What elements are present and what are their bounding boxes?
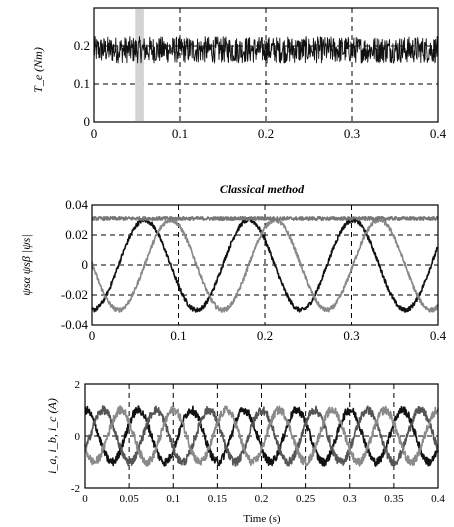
highlight-band bbox=[135, 9, 144, 121]
current-x-label: Time (s) bbox=[243, 513, 281, 525]
x-tick-label: 0.2 bbox=[255, 493, 269, 505]
y-tick-label: 0.04 bbox=[65, 197, 88, 212]
torque-series bbox=[93, 36, 439, 64]
flux-title: Classical method bbox=[220, 182, 305, 196]
x-tick-label: 0.35 bbox=[384, 493, 404, 505]
y-tick-label: 0.02 bbox=[65, 227, 88, 242]
y-tick-label: 0.2 bbox=[74, 38, 90, 53]
flux-x-ticks: 0 0.1 0.2 0.3 0.4 bbox=[89, 328, 447, 343]
current-y-ticks: 2 0 -2 bbox=[71, 379, 81, 495]
y-tick-label: 0 bbox=[75, 431, 81, 443]
x-tick-label: 0.1 bbox=[166, 493, 180, 505]
x-tick-label: 0.15 bbox=[208, 493, 228, 505]
y-tick-label: -0.02 bbox=[61, 287, 88, 302]
y-tick-label: 0.1 bbox=[74, 76, 90, 91]
x-tick-label: 0.25 bbox=[296, 493, 316, 505]
x-tick-label: 0.05 bbox=[120, 493, 140, 505]
current-panel: 0 0.05 0.1 0.15 0.2 0.25 0.3 0.35 0.4 20-2 i_a, … bbox=[45, 379, 445, 525]
x-tick-label: 0.1 bbox=[170, 328, 186, 343]
x-tick-label: 0.3 bbox=[343, 493, 357, 505]
flux-y-ticks: 0.04 0.02 0 -0.02 -0.04 bbox=[61, 197, 89, 332]
series-line bbox=[91, 215, 439, 222]
current-y-label: i_a, i_b, i_c (A) bbox=[45, 398, 59, 474]
torque-axes-frame bbox=[93, 7, 439, 123]
series-line bbox=[84, 405, 439, 467]
torque-y-label: T_e (Nm) bbox=[31, 47, 45, 93]
y-tick-label: -0.04 bbox=[61, 317, 89, 332]
torque-y-ticks: 0 0.1 0.2 bbox=[74, 38, 90, 129]
flux-panel: Classical method 0 0.1 0.2 0.3 0.4 0.040.020… bbox=[19, 182, 447, 343]
x-tick-label: 0 bbox=[89, 328, 96, 343]
flux-axes-frame bbox=[91, 204, 439, 326]
x-tick-label: 0.4 bbox=[430, 328, 447, 343]
x-tick-label: 0 bbox=[91, 126, 98, 141]
series-line bbox=[84, 405, 439, 467]
y-tick-label: 0 bbox=[82, 257, 89, 272]
x-tick-label: 0.4 bbox=[430, 126, 447, 141]
x-tick-label: 0 bbox=[82, 493, 88, 505]
current-axes-frame bbox=[84, 383, 439, 489]
series-line bbox=[93, 36, 439, 64]
flux-y-label: ψsα ψsβ |ψs| bbox=[19, 234, 33, 295]
series-line bbox=[91, 217, 439, 313]
x-tick-label: 0.3 bbox=[344, 126, 360, 141]
torque-panel: 0 0.1 0.2 0.3 0.4 0 0.1 0.2 T_e (Nm) bbox=[31, 7, 447, 141]
y-tick-label: 0 bbox=[84, 114, 91, 129]
current-x-ticks: 0 0.05 0.1 0.15 0.2 0.25 0.3 0.35 0.4 bbox=[82, 493, 445, 505]
y-tick-label: 2 bbox=[75, 379, 81, 391]
x-tick-label: 0.4 bbox=[431, 493, 445, 505]
x-tick-label: 0.2 bbox=[258, 126, 274, 141]
x-tick-label: 0.3 bbox=[343, 328, 359, 343]
flux-series bbox=[91, 215, 439, 313]
current-series bbox=[84, 405, 439, 467]
x-tick-label: 0.1 bbox=[172, 126, 188, 141]
x-tick-label: 0.2 bbox=[257, 328, 273, 343]
torque-highlight-band bbox=[135, 9, 144, 121]
y-tick-label: -2 bbox=[71, 483, 80, 495]
torque-x-ticks: 0 0.1 0.2 0.3 0.4 bbox=[91, 126, 447, 141]
